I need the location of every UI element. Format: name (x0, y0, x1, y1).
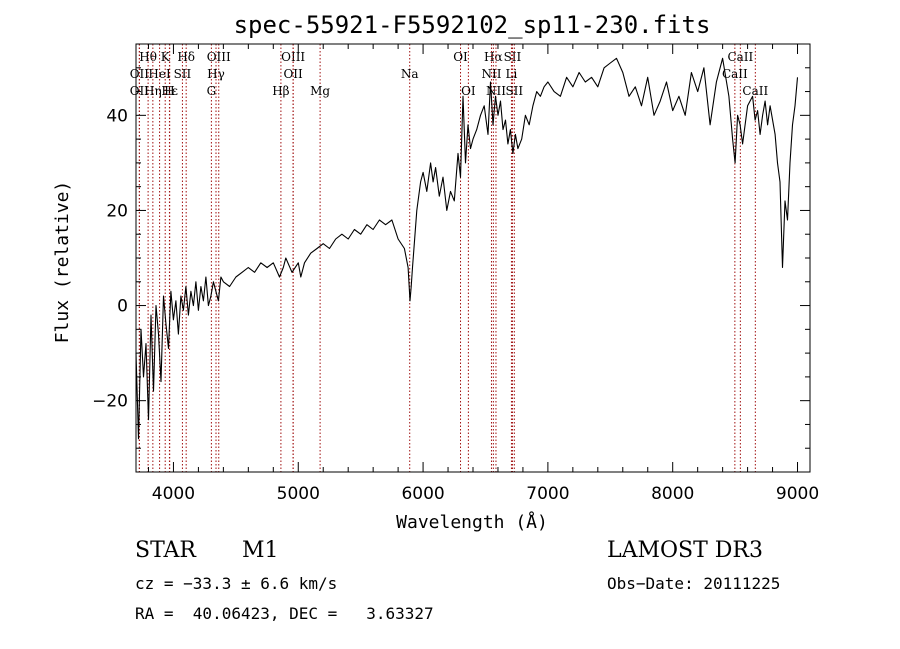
x-axis-title: Wavelength (Å) (396, 511, 548, 533)
line-label: OII (130, 84, 150, 98)
line-label: Hβ (272, 84, 289, 98)
line-label: OIII (207, 50, 231, 64)
line-label: Hθ (139, 50, 157, 64)
line-label: CaII (742, 84, 768, 98)
line-label: OII (283, 67, 303, 81)
line-label: Hα (484, 50, 503, 64)
obs-date: Obs−Date: 20111225 (607, 574, 781, 593)
x-tick-label: 8000 (651, 484, 694, 504)
line-label: Hδ (177, 50, 195, 64)
x-tick-label: 5000 (277, 484, 320, 504)
line-label: SII (174, 67, 192, 81)
line-label: Na (401, 67, 419, 81)
line-label: OII (130, 67, 150, 81)
line-label: HeI (148, 67, 171, 81)
line-label: SII (505, 84, 523, 98)
line-label: NII (486, 84, 506, 98)
line-label: H (164, 84, 174, 98)
line-label: K (161, 50, 171, 64)
plot-frame (135, 43, 811, 473)
x-tick-label: 9000 (776, 484, 819, 504)
coordinates: RA = 40.06423, DEC = 3.63327 (135, 604, 434, 623)
x-tick-label: 7000 (526, 484, 569, 504)
chart-title: spec-55921-F5592102_sp11-230.fits (234, 11, 711, 39)
line-label: Hη (144, 84, 162, 98)
y-tick-label: −20 (92, 392, 128, 412)
line-label: Mg (310, 84, 330, 98)
line-label: Li (506, 67, 518, 81)
x-tick-label: 4000 (152, 484, 195, 504)
line-label: G (207, 84, 217, 98)
line-label: CaII (722, 67, 748, 81)
y-tick-label: 40 (106, 106, 128, 126)
redshift-readout: cz = −33.3 ± 6.6 km/s (135, 574, 338, 593)
line-label: CaII (727, 50, 753, 64)
survey-name: LAMOST DR3 (607, 538, 763, 563)
line-label: NII (481, 67, 501, 81)
line-label: SII (504, 50, 522, 64)
x-tick-label: 6000 (401, 484, 444, 504)
line-label: OI (453, 50, 468, 64)
line-label: OI (461, 84, 476, 98)
spectrum-series (135, 57, 799, 440)
object-subclass: M1 (242, 538, 279, 563)
y-tick-label: 0 (117, 297, 128, 317)
y-tick-label: 20 (106, 201, 128, 221)
y-axis-title: Flux (relative) (52, 181, 73, 344)
object-class: STAR (135, 538, 196, 563)
line-label: OIII (281, 50, 305, 64)
line-label: Hγ (207, 67, 225, 81)
